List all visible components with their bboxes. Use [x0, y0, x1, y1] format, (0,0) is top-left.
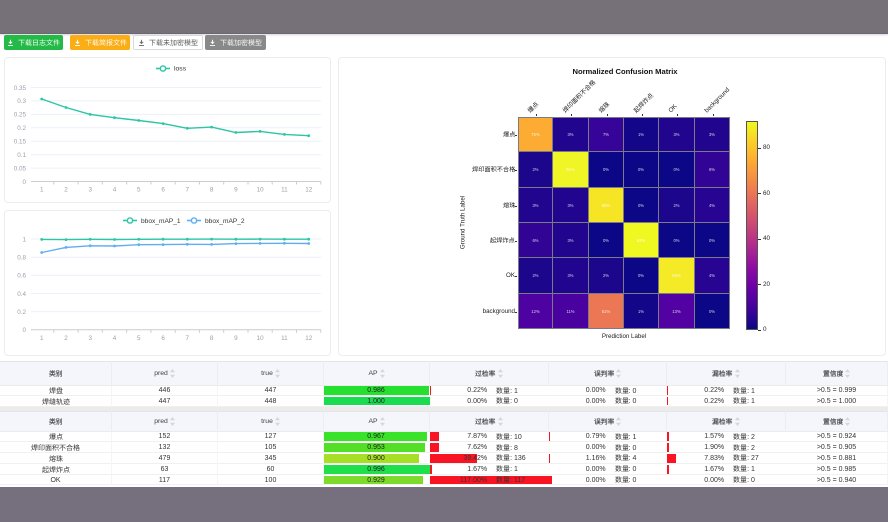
- svg-text:7: 7: [186, 335, 190, 342]
- svg-text:2: 2: [64, 187, 68, 194]
- svg-text:4: 4: [113, 335, 117, 342]
- svg-text:2: 2: [64, 335, 68, 342]
- svg-text:8: 8: [210, 335, 214, 342]
- svg-text:6: 6: [161, 187, 165, 194]
- svg-text:10: 10: [257, 335, 265, 342]
- svg-text:12: 12: [305, 335, 313, 342]
- svg-text:1: 1: [40, 335, 44, 342]
- svg-text:0.2: 0.2: [17, 125, 26, 132]
- svg-text:0: 0: [22, 179, 26, 186]
- svg-text:0.8: 0.8: [17, 255, 26, 262]
- svg-text:1: 1: [40, 187, 44, 194]
- svg-text:0.6: 0.6: [17, 273, 26, 280]
- svg-text:0.4: 0.4: [17, 291, 26, 298]
- svg-text:11: 11: [281, 187, 288, 194]
- svg-text:7: 7: [186, 187, 190, 194]
- svg-text:11: 11: [281, 335, 288, 342]
- svg-text:9: 9: [234, 187, 238, 194]
- svg-text:3: 3: [88, 187, 92, 194]
- svg-text:5: 5: [137, 187, 141, 194]
- svg-text:0.2: 0.2: [17, 309, 26, 316]
- svg-text:9: 9: [234, 335, 238, 342]
- svg-text:5: 5: [137, 335, 141, 342]
- svg-text:0.35: 0.35: [14, 85, 27, 92]
- svg-text:0.25: 0.25: [14, 112, 27, 119]
- svg-text:0.1: 0.1: [17, 152, 26, 159]
- svg-text:0.15: 0.15: [14, 139, 27, 146]
- svg-text:0.05: 0.05: [14, 165, 27, 172]
- svg-text:10: 10: [257, 187, 265, 194]
- svg-text:0.3: 0.3: [17, 98, 26, 105]
- svg-text:4: 4: [113, 187, 117, 194]
- svg-text:bbox_mAP_1: bbox_mAP_1: [141, 218, 181, 225]
- svg-text:1: 1: [22, 236, 26, 243]
- svg-text:bbox_mAP_2: bbox_mAP_2: [205, 218, 245, 225]
- svg-text:loss: loss: [174, 66, 187, 73]
- svg-text:3: 3: [88, 335, 92, 342]
- svg-text:0: 0: [22, 327, 26, 334]
- svg-text:6: 6: [161, 335, 165, 342]
- svg-text:8: 8: [210, 187, 214, 194]
- svg-text:12: 12: [305, 187, 313, 194]
